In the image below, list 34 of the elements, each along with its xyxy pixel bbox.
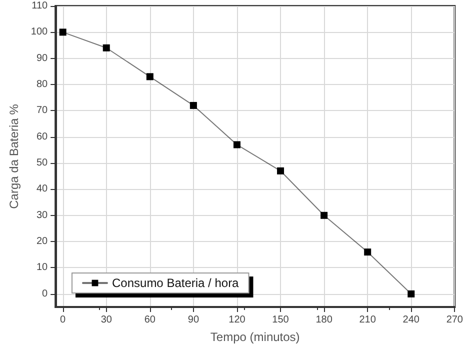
y-tick-label: 10: [36, 262, 48, 274]
x-tick-label: 60: [144, 314, 156, 326]
y-tick-label: 40: [36, 184, 48, 195]
y-tick-label: 90: [36, 52, 48, 64]
y-tick-label: 0: [42, 288, 48, 300]
point: [190, 102, 197, 109]
point: [364, 248, 372, 256]
x-tick-label: 210: [359, 314, 376, 326]
x-tick-label: 150: [272, 314, 290, 326]
point: [408, 290, 415, 298]
y-tick-label: 70: [36, 105, 48, 116]
x-tick-label: 0: [60, 314, 66, 326]
y-axis-title: Carga da Bateria %: [7, 104, 21, 209]
legend-label: Consumo Bateria / hora: [112, 276, 240, 290]
x-tick-label: 240: [402, 314, 420, 326]
point: [146, 73, 154, 80]
x-tick-label: 180: [316, 314, 333, 326]
x-tick-label: 30: [100, 314, 112, 326]
y-tick-label: 60: [36, 131, 48, 142]
point: [233, 141, 240, 148]
point: [320, 212, 328, 219]
y-tick-label: 80: [36, 79, 48, 90]
y-tick-label: 50: [36, 158, 48, 169]
x-tick-label: 90: [188, 314, 200, 326]
x-axis-title: Tempo (minutos): [210, 330, 300, 344]
point: [102, 44, 110, 52]
x-tick-label: 120: [228, 314, 246, 326]
point: [277, 167, 284, 174]
x-tick-label: 270: [446, 314, 464, 326]
point: [59, 28, 66, 36]
y-tick-label: 20: [36, 236, 48, 248]
y-tick-label: 110: [32, 0, 48, 12]
y-tick-label: 100: [30, 26, 48, 38]
y-tick-label: 30: [36, 210, 48, 221]
